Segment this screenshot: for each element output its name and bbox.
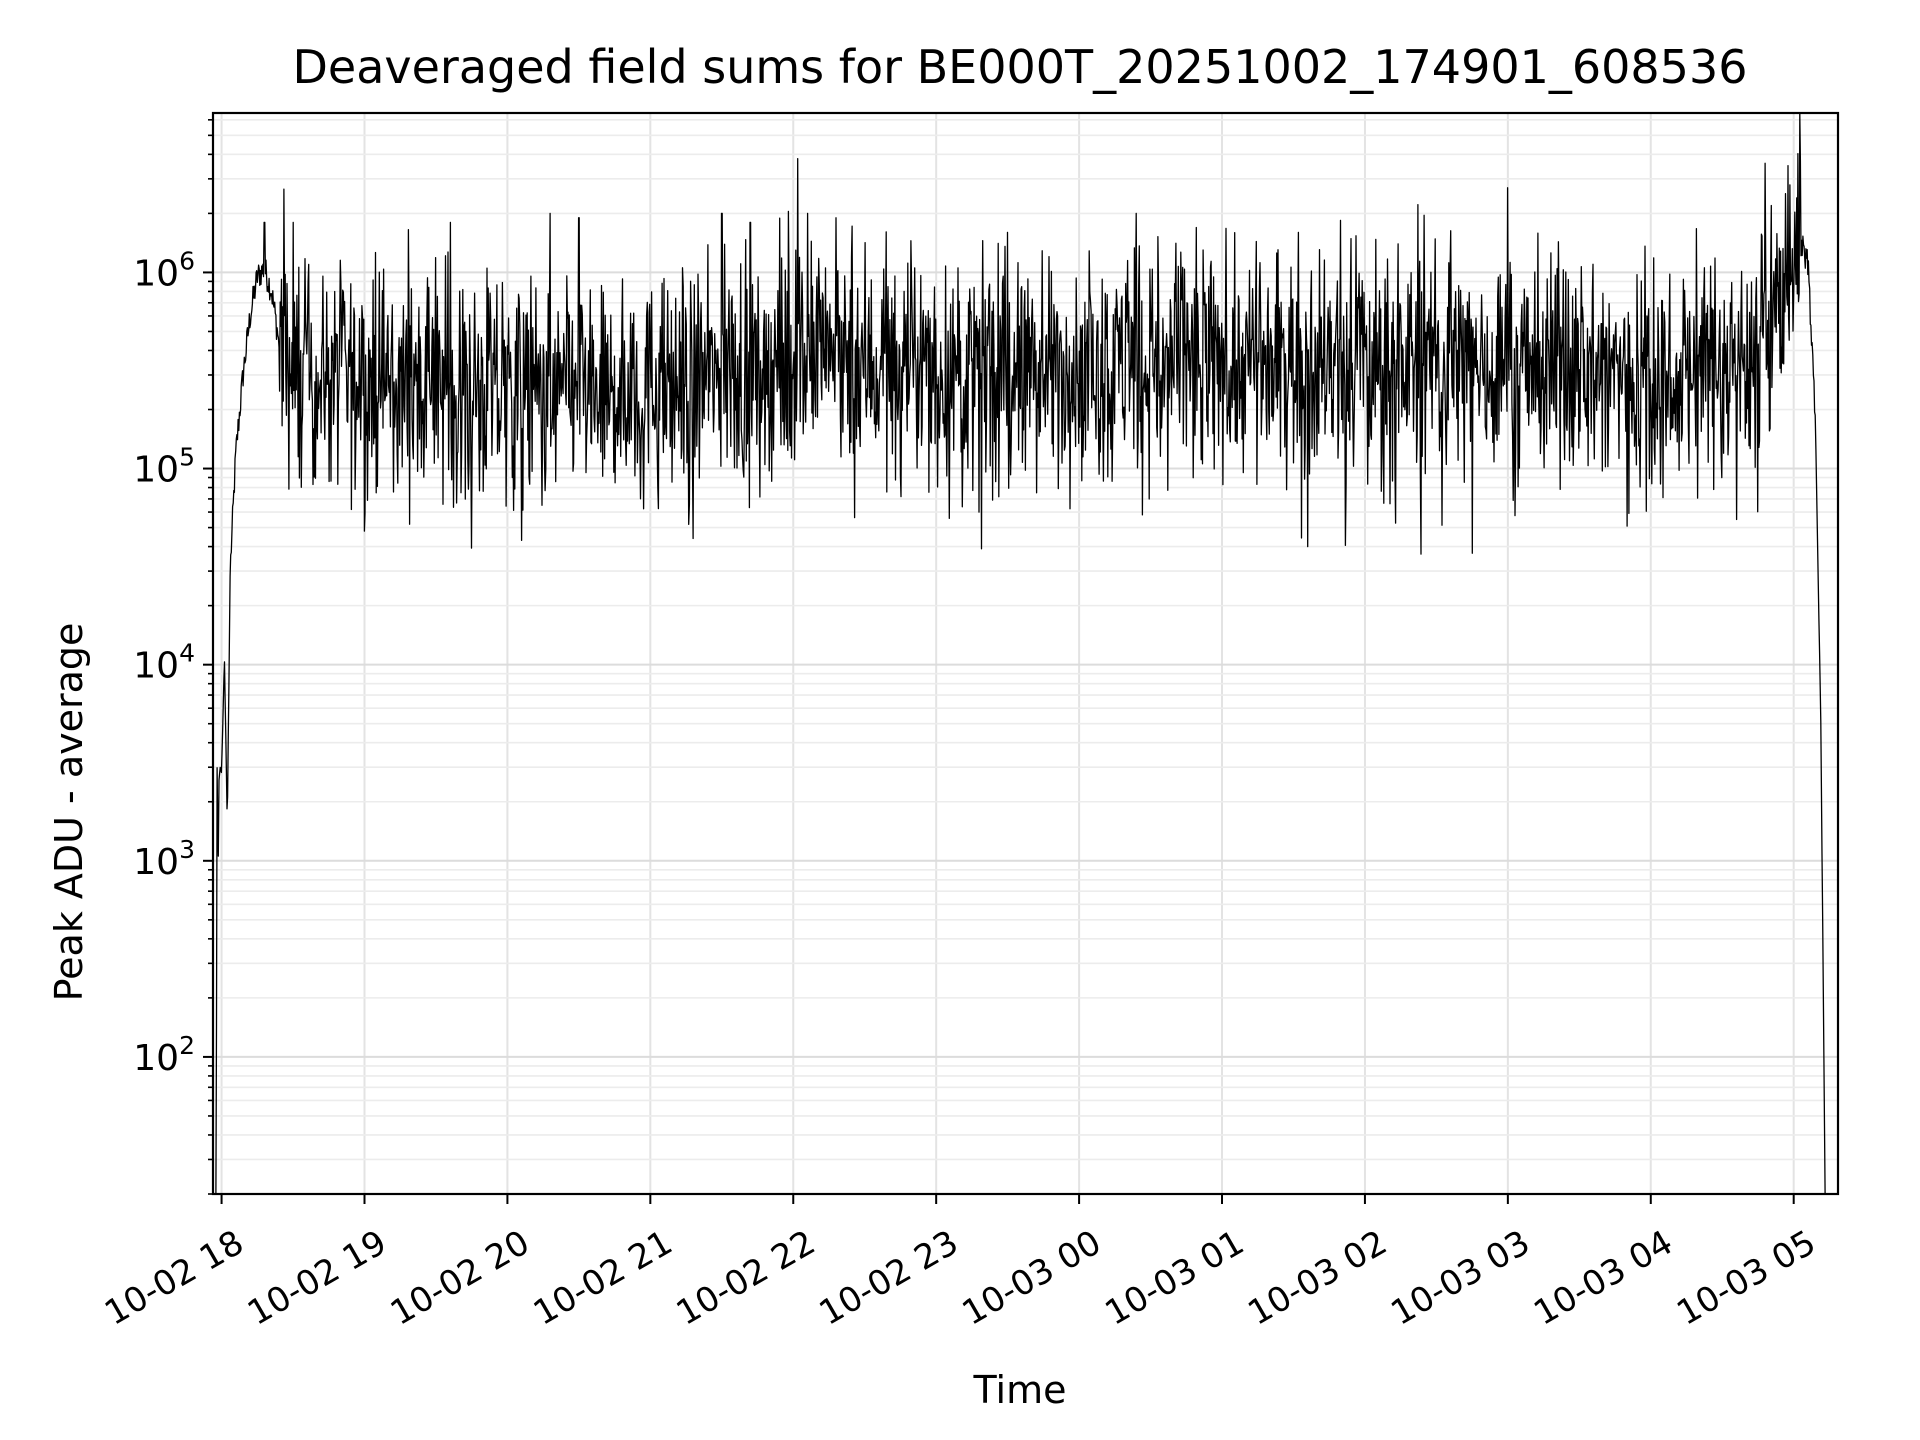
y-tick-label: 102 xyxy=(133,1031,195,1079)
y-tick-label: 105 xyxy=(133,443,195,491)
y-axis-label: Peak ADU - average xyxy=(47,623,91,1002)
plot-frame xyxy=(211,111,1840,1196)
y-tick-label: 103 xyxy=(133,835,195,883)
chart-title: Deaveraged field sums for BE000T_2025100… xyxy=(293,40,1748,94)
y-tick-label: 106 xyxy=(133,246,195,294)
x-axis-label: Time xyxy=(973,1368,1067,1412)
axes xyxy=(211,111,1840,1196)
y-axis-ticks: 102 103 104 105 106 xyxy=(133,119,213,1195)
y-tick-label: 104 xyxy=(133,639,195,687)
series-line xyxy=(215,112,1826,1195)
series-layer xyxy=(215,112,1826,1195)
